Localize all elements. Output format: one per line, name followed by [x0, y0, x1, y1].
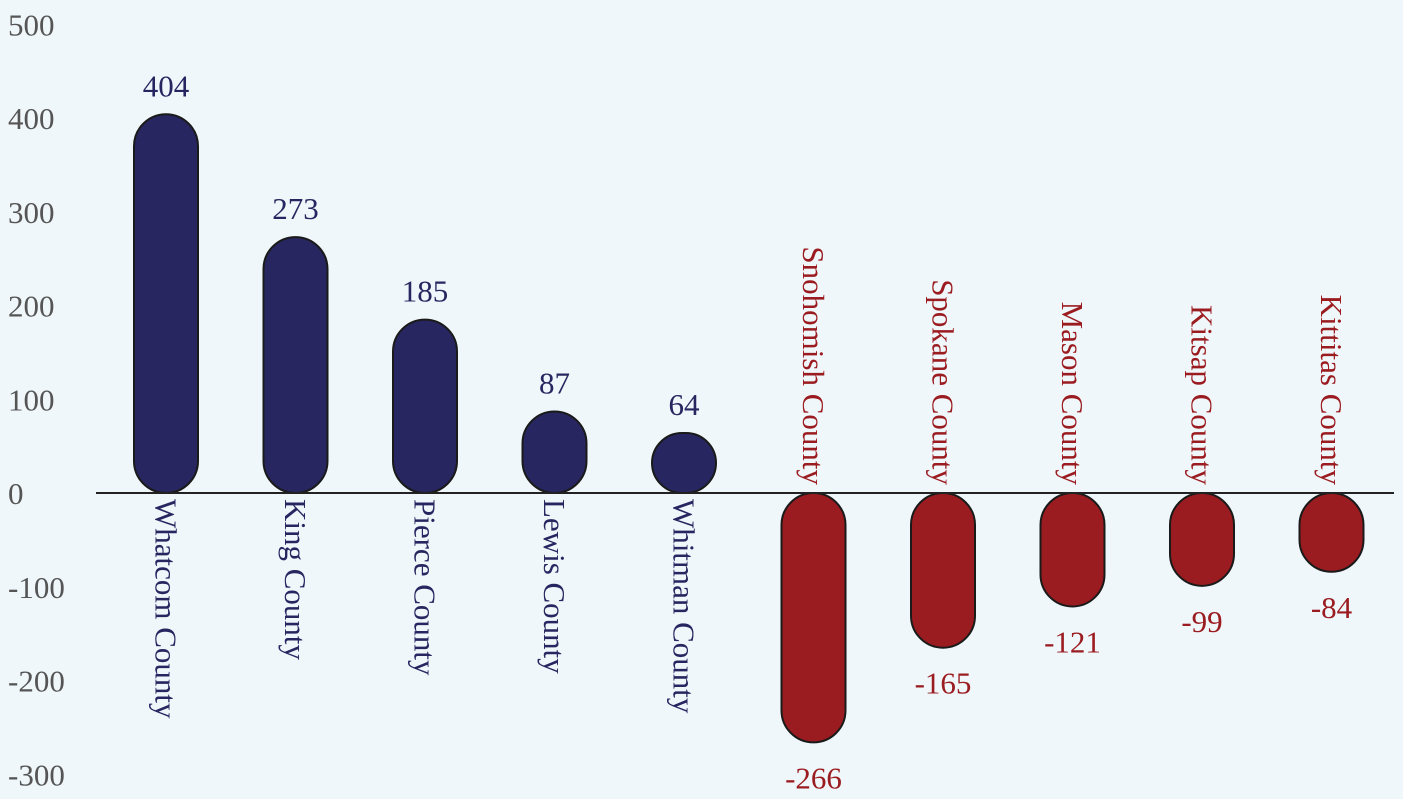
category-label: Pierce County [408, 499, 443, 676]
y-tick-label: 400 [8, 101, 55, 136]
bar [1298, 492, 1365, 573]
y-tick-label: 100 [8, 382, 55, 417]
data-label: 185 [402, 274, 449, 309]
data-label: -121 [1044, 624, 1101, 659]
bar [651, 432, 717, 494]
bar [392, 318, 458, 494]
y-tick-label: 300 [8, 195, 55, 230]
category-label: King County [278, 499, 313, 661]
category-label: Kittitas County [1314, 295, 1349, 486]
data-label: -266 [785, 760, 842, 795]
y-tick-label: 500 [8, 7, 55, 42]
bars [133, 113, 1365, 744]
y-axis-ticks: 500 400 300 200 100 0 -100 -200 -300 [8, 7, 65, 792]
value-labels: 404 273 185 87 64 -266 -165 -121 -99 -84 [143, 68, 1353, 795]
category-label: Lewis County [537, 499, 572, 674]
category-label: Snohomish County [796, 246, 831, 485]
bar [1169, 492, 1235, 587]
bar [1039, 492, 1106, 608]
y-tick-label: 200 [8, 289, 55, 324]
bar [521, 410, 588, 494]
category-label: Whatcom County [149, 499, 184, 719]
data-label: -99 [1181, 604, 1222, 639]
bar [910, 492, 976, 649]
data-label: 64 [669, 387, 701, 422]
data-label: 273 [272, 191, 319, 226]
bar [780, 492, 847, 744]
category-label: Kitsap County [1185, 305, 1220, 485]
y-tick-label: 0 [8, 476, 24, 511]
data-label: 87 [539, 365, 570, 400]
bar [133, 113, 199, 494]
category-label: Mason County [1055, 302, 1090, 486]
y-tick-label: -200 [8, 664, 65, 699]
category-label: Whitman County [667, 499, 702, 714]
y-tick-label: -300 [8, 757, 65, 792]
category-label: Spokane County [926, 279, 961, 485]
data-label: -165 [915, 666, 972, 701]
data-label: -84 [1311, 590, 1353, 625]
y-tick-label: -100 [8, 570, 65, 605]
bar [262, 236, 329, 494]
data-label: 404 [143, 68, 190, 103]
category-labels: Whatcom County King County Pierce County Le… [149, 246, 1350, 719]
